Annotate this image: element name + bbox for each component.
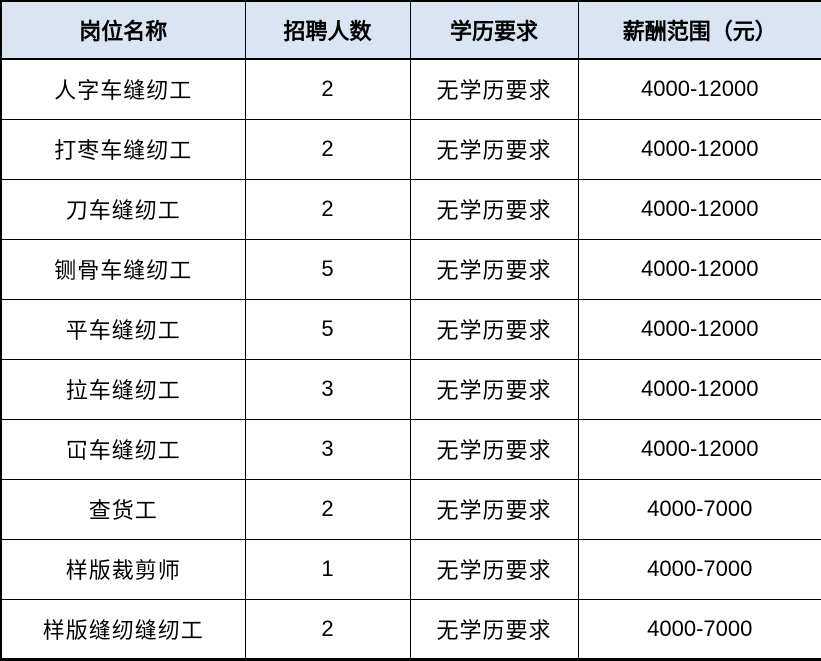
recruit-count-cell: 2 xyxy=(244,478,411,540)
salary-cell: 4000-12000 xyxy=(577,58,821,120)
position-name-cell: 拉车缝纫工 xyxy=(0,358,246,420)
table-row: 人字车缝纫工 2 无学历要求 4000-12000 xyxy=(0,58,821,120)
header-row: 岗位名称 招聘人数 学历要求 薪酬范围（元） xyxy=(0,0,821,60)
salary-cell: 4000-7000 xyxy=(577,598,821,661)
table-row: 样版缝纫缝纫工 2 无学历要求 4000-7000 xyxy=(0,598,821,661)
salary-cell: 4000-12000 xyxy=(577,238,821,300)
recruit-count-cell: 3 xyxy=(244,418,411,480)
recruit-count-cell: 1 xyxy=(244,538,411,600)
position-name-cell: 平车缝纫工 xyxy=(0,298,246,360)
position-name-cell: 样版缝纫缝纫工 xyxy=(0,598,246,661)
salary-cell: 4000-12000 xyxy=(577,178,821,240)
recruit-count-cell: 5 xyxy=(244,298,411,360)
table-row: 铡骨车缝纫工 5 无学历要求 4000-12000 xyxy=(0,238,821,300)
position-name-cell: 样版裁剪师 xyxy=(0,538,246,600)
recruit-count-cell: 2 xyxy=(244,118,411,180)
education-cell: 无学历要求 xyxy=(409,58,579,120)
table-body: 人字车缝纫工 2 无学历要求 4000-12000 打枣车缝纫工 2 无学历要求 4000-1… xyxy=(0,58,821,661)
table-row: 平车缝纫工 5 无学历要求 4000-12000 xyxy=(0,298,821,360)
header-position-name: 岗位名称 xyxy=(0,0,246,60)
position-name-cell: 刀车缝纫工 xyxy=(0,178,246,240)
header-education-requirement: 学历要求 xyxy=(409,0,579,60)
header-salary-range: 薪酬范围（元） xyxy=(577,0,821,60)
recruit-count-cell: 3 xyxy=(244,358,411,420)
table-row: 刀车缝纫工 2 无学历要求 4000-12000 xyxy=(0,178,821,240)
education-cell: 无学历要求 xyxy=(409,238,579,300)
position-name-cell: 人字车缝纫工 xyxy=(0,58,246,120)
recruit-count-cell: 2 xyxy=(244,598,411,661)
salary-cell: 4000-7000 xyxy=(577,538,821,600)
education-cell: 无学历要求 xyxy=(409,598,579,661)
education-cell: 无学历要求 xyxy=(409,478,579,540)
salary-cell: 4000-12000 xyxy=(577,358,821,420)
header-recruit-count: 招聘人数 xyxy=(244,0,411,60)
education-cell: 无学历要求 xyxy=(409,358,579,420)
education-cell: 无学历要求 xyxy=(409,118,579,180)
salary-cell: 4000-12000 xyxy=(577,298,821,360)
position-name-cell: 铡骨车缝纫工 xyxy=(0,238,246,300)
table-row: 查货工 2 无学历要求 4000-7000 xyxy=(0,478,821,540)
position-name-cell: 冚车缝纫工 xyxy=(0,418,246,480)
table-row: 打枣车缝纫工 2 无学历要求 4000-12000 xyxy=(0,118,821,180)
table-row: 样版裁剪师 1 无学历要求 4000-7000 xyxy=(0,538,821,600)
salary-cell: 4000-12000 xyxy=(577,118,821,180)
recruit-count-cell: 5 xyxy=(244,238,411,300)
recruit-count-cell: 2 xyxy=(244,58,411,120)
position-name-cell: 查货工 xyxy=(0,478,246,540)
education-cell: 无学历要求 xyxy=(409,418,579,480)
recruit-count-cell: 2 xyxy=(244,178,411,240)
salary-cell: 4000-7000 xyxy=(577,478,821,540)
education-cell: 无学历要求 xyxy=(409,538,579,600)
position-name-cell: 打枣车缝纫工 xyxy=(0,118,246,180)
table-row: 冚车缝纫工 3 无学历要求 4000-12000 xyxy=(0,418,821,480)
salary-cell: 4000-12000 xyxy=(577,418,821,480)
table-row: 拉车缝纫工 3 无学历要求 4000-12000 xyxy=(0,358,821,420)
education-cell: 无学历要求 xyxy=(409,298,579,360)
education-cell: 无学历要求 xyxy=(409,178,579,240)
